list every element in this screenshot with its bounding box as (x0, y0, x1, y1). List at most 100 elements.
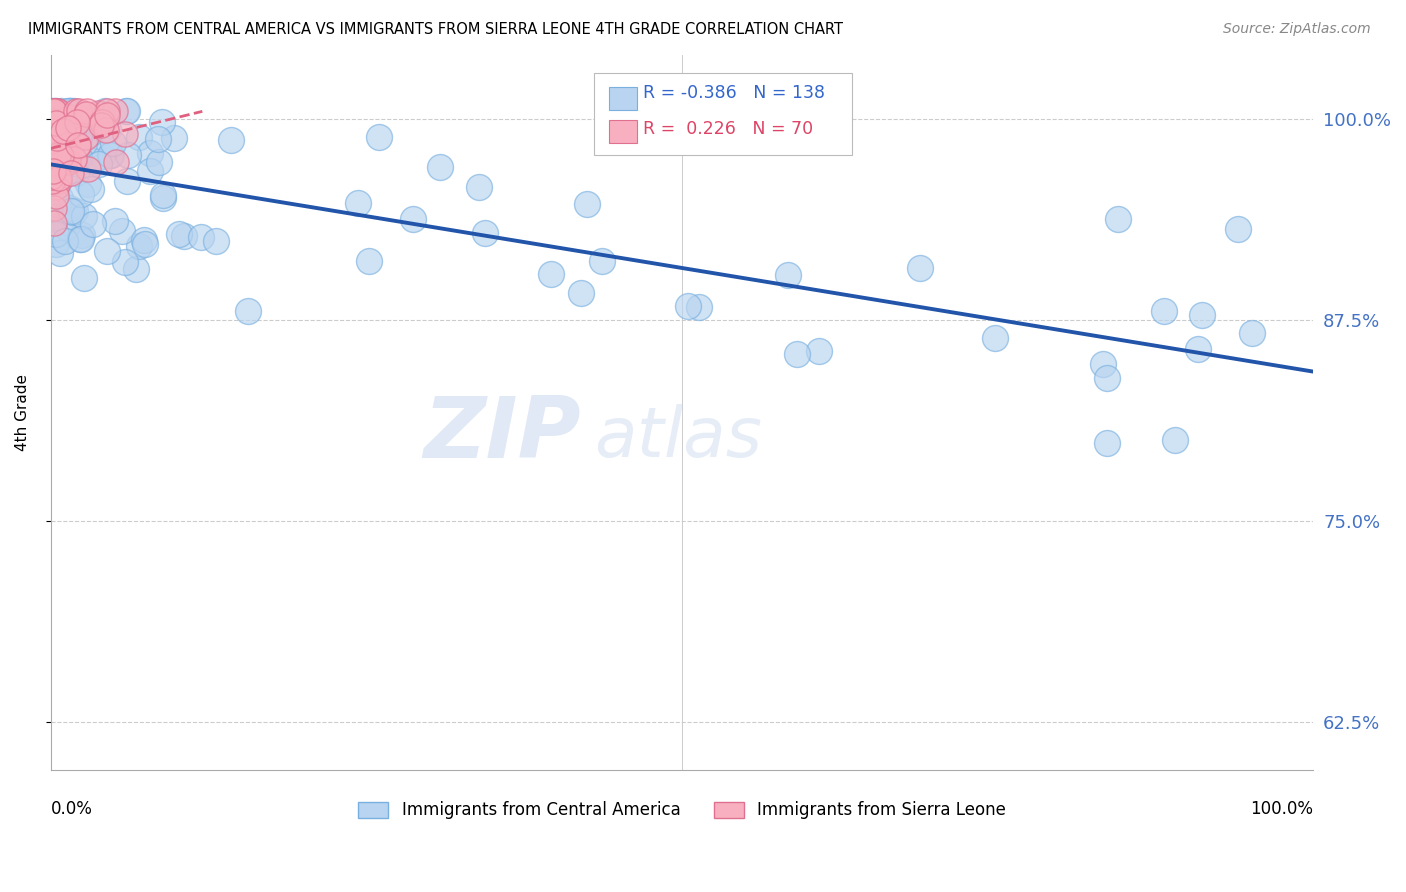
Point (114, 127, 136, 141)
Point (152, 188, 174, 202)
Point (146, 132, 169, 146)
Point (75, 130, 97, 145)
Point (90, 118, 112, 132)
Point (778, 268, 800, 282)
Point (41, 112, 63, 126)
Point (41, 176, 63, 190)
Point (45, 237, 67, 252)
Legend: Immigrants from Central America, Immigrants from Sierra Leone: Immigrants from Central America, Immigra… (352, 795, 1012, 826)
Point (1091, 357, 1114, 371)
Point (676, 299, 699, 313)
Point (49, 163, 72, 178)
Point (688, 301, 710, 315)
Point (114, 254, 136, 268)
Point (205, 234, 228, 248)
Bar (609, 87, 637, 111)
Point (53, 215, 76, 229)
Point (42, 154, 65, 169)
Point (45, 158, 67, 172)
Point (51, 155, 73, 169)
Point (104, 214, 127, 228)
Point (73, 270, 96, 285)
Point (76, 162, 98, 177)
Point (1164, 433, 1187, 447)
Point (91, 106, 114, 120)
Point (51, 119, 73, 133)
Point (65, 166, 87, 180)
Point (41, 145, 63, 159)
Point (45, 110, 67, 124)
Point (46, 131, 69, 145)
Point (55, 234, 77, 248)
Point (63, 115, 86, 129)
Point (63, 152, 86, 166)
Point (115, 104, 138, 119)
Point (45, 135, 67, 149)
Point (219, 133, 242, 147)
Point (467, 179, 489, 194)
Point (42, 128, 65, 143)
Point (46, 104, 69, 119)
Point (48, 170, 70, 185)
Point (103, 136, 125, 150)
Point (152, 191, 174, 205)
Point (44, 201, 66, 215)
Point (1240, 326, 1263, 340)
Text: atlas: atlas (593, 404, 762, 471)
Point (63, 104, 86, 119)
Point (402, 212, 425, 227)
Point (44, 112, 66, 126)
Point (41, 169, 63, 183)
Point (67, 138, 90, 153)
Point (56, 154, 79, 169)
Point (58, 201, 80, 215)
Point (45, 171, 67, 186)
Point (56, 119, 79, 133)
Point (41, 113, 63, 128)
Point (49, 143, 72, 157)
Point (571, 285, 593, 300)
Point (63, 162, 86, 177)
Point (1191, 308, 1213, 322)
Point (69, 232, 91, 246)
Point (62, 205, 84, 219)
Point (58, 121, 80, 136)
Point (67, 150, 90, 164)
Point (87, 106, 110, 120)
Point (45, 116, 67, 130)
Point (46, 104, 69, 119)
Point (98, 148, 121, 162)
Point (45, 104, 67, 119)
Point (148, 155, 170, 169)
Text: 100.0%: 100.0% (1250, 800, 1313, 818)
Point (111, 224, 134, 238)
Point (59, 104, 82, 119)
Point (1153, 304, 1175, 318)
Point (80, 182, 103, 196)
Point (93, 104, 115, 119)
Point (173, 229, 195, 244)
Point (41, 144, 63, 158)
Point (41, 174, 63, 188)
Point (41, 150, 63, 164)
Point (42, 163, 65, 178)
Point (786, 347, 808, 361)
Point (73, 209, 96, 223)
Point (66, 111, 89, 125)
Point (59, 204, 82, 219)
Point (128, 129, 150, 144)
Point (576, 196, 599, 211)
Point (94, 123, 117, 137)
Point (49, 155, 72, 169)
Text: ZIP: ZIP (423, 392, 581, 475)
Point (540, 267, 562, 281)
Point (983, 331, 1005, 345)
Point (75, 107, 97, 121)
Point (42, 104, 65, 119)
Point (60, 166, 83, 180)
Point (41, 122, 63, 136)
Point (82, 153, 104, 168)
Point (347, 195, 370, 210)
Point (90, 149, 112, 163)
Point (63, 155, 86, 169)
